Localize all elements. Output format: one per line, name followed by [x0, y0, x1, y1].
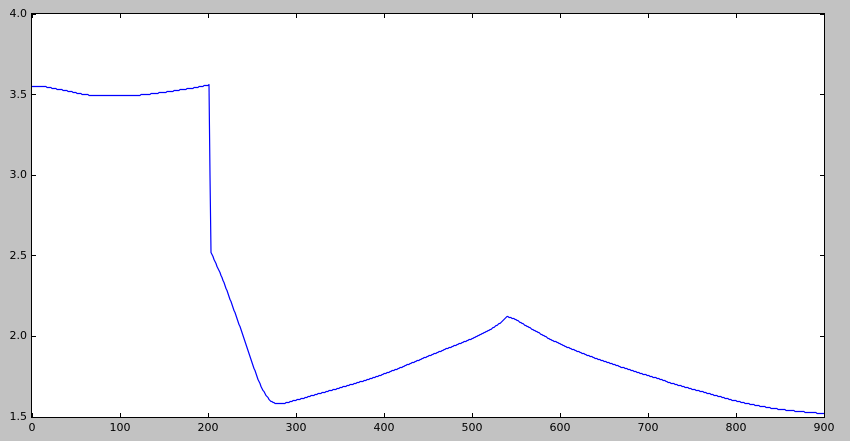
x-tick-mark [295, 14, 297, 18]
y-tick-mark [820, 94, 824, 96]
x-tick-mark [295, 413, 297, 417]
y-tick-mark [820, 255, 824, 257]
y-tick-mark [32, 255, 36, 257]
data-line-series-1 [32, 83, 824, 415]
x-tick-mark [471, 14, 473, 18]
x-tick-mark [207, 413, 209, 417]
y-tick-mark [32, 174, 36, 176]
x-tick-label: 900 [813, 421, 835, 434]
x-tick-mark [559, 14, 561, 18]
y-tick-mark [32, 13, 36, 15]
y-tick-mark [820, 13, 824, 15]
x-tick-mark [31, 413, 33, 417]
x-tick-mark [31, 14, 33, 18]
y-tick-label: 3.0 [9, 168, 28, 182]
x-tick-mark [383, 14, 385, 18]
x-tick-mark [119, 413, 121, 417]
y-tick-label: 2.5 [9, 248, 28, 262]
plot-area [31, 13, 825, 418]
y-tick-label: 2.0 [9, 329, 28, 343]
y-tick-label: 4.0 [9, 7, 28, 20]
x-tick-mark [119, 14, 121, 18]
x-tick-label: 800 [725, 421, 747, 434]
x-tick-mark [735, 14, 737, 18]
x-tick-mark [735, 413, 737, 417]
y-tick-mark [820, 416, 824, 418]
y-tick-mark [820, 174, 824, 176]
x-tick-label: 500 [461, 421, 483, 434]
x-tick-label: 200 [197, 421, 219, 434]
x-tick-mark [647, 14, 649, 18]
y-tick-mark [820, 335, 824, 337]
y-tick-mark [32, 335, 36, 337]
plot-canvas [32, 83, 824, 415]
x-tick-label: 0 [28, 421, 36, 434]
y-tick-mark [32, 94, 36, 96]
x-tick-label: 700 [637, 421, 659, 434]
x-tick-mark [823, 14, 825, 18]
x-tick-label: 300 [285, 421, 307, 434]
y-tick-mark [32, 416, 36, 418]
x-tick-mark [383, 413, 385, 417]
x-tick-label: 100 [109, 421, 131, 434]
x-tick-mark [647, 413, 649, 417]
y-tick-label: 1.5 [9, 410, 28, 423]
x-tick-label: 400 [373, 421, 395, 434]
x-tick-mark [471, 413, 473, 417]
y-tick-label: 3.5 [9, 87, 28, 101]
x-tick-mark [823, 413, 825, 417]
x-tick-mark [559, 413, 561, 417]
x-tick-label: 600 [549, 421, 571, 434]
x-tick-mark [207, 14, 209, 18]
